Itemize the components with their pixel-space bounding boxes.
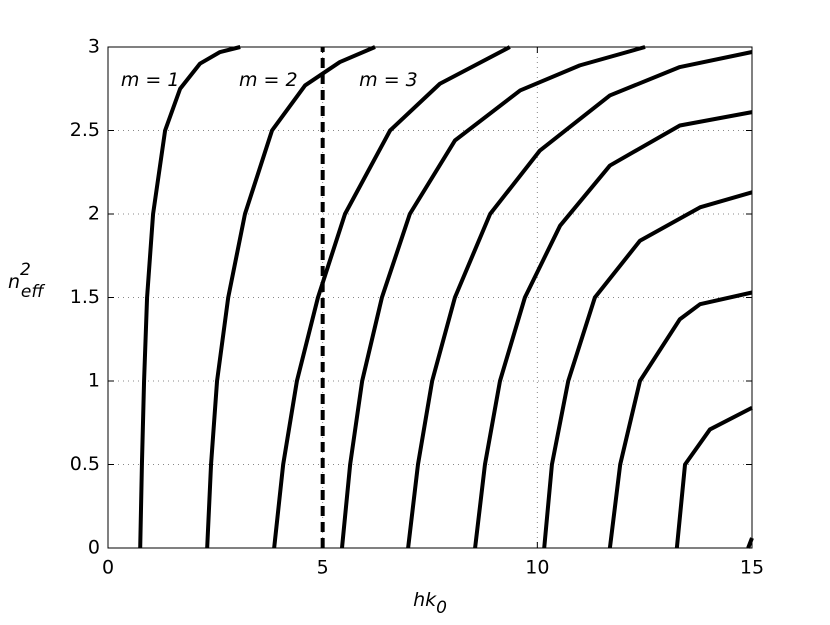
mode-curve xyxy=(473,110,753,549)
mode-label: m = 2 xyxy=(239,69,298,91)
mode-curve xyxy=(406,50,753,549)
x-axis-label: hk0 xyxy=(413,589,447,619)
y-tick-label: 1 xyxy=(88,370,100,392)
mode-curve xyxy=(205,45,376,549)
mode-label: m = 3 xyxy=(359,69,418,91)
x-label-base: hk xyxy=(413,589,437,611)
mode-curve xyxy=(272,45,511,549)
y-tick-label: 1.5 xyxy=(70,286,100,308)
y-axis-label: n2 eff xyxy=(8,260,45,302)
y-tick-label: 3 xyxy=(88,36,100,58)
x-tick-label: 5 xyxy=(317,557,329,579)
y-tick-label: 0 xyxy=(88,537,100,559)
mode-curve xyxy=(542,190,753,549)
y-label-base: n xyxy=(8,271,20,293)
y-tick-label: 0.5 xyxy=(70,453,100,475)
x-tick-label: 15 xyxy=(740,557,764,579)
y-label-sub: eff xyxy=(21,282,45,302)
mode-label: m = 1 xyxy=(121,69,180,91)
x-label-sub: 0 xyxy=(436,598,447,618)
mode-curve xyxy=(746,537,754,549)
y-label-sup: 2 xyxy=(20,260,31,280)
y-tick-label: 2.5 xyxy=(70,119,100,141)
mode-curve xyxy=(674,405,753,549)
y-tick-label: 2 xyxy=(88,203,100,225)
x-tick-label: 10 xyxy=(525,557,549,579)
mode-curve xyxy=(607,290,753,549)
plot-frame xyxy=(107,46,753,549)
mode-curve xyxy=(339,45,646,549)
mode-curve xyxy=(138,45,241,549)
x-tick-label: 0 xyxy=(102,557,114,579)
